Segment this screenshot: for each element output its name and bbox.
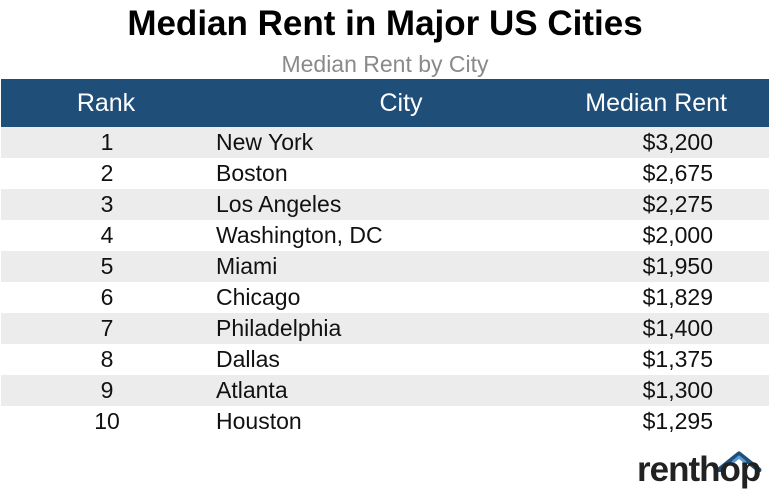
column-header-median-rent: Median Rent: [585, 89, 727, 117]
rank-cell: 1: [100, 129, 114, 155]
table-row: 7 Philadelphia $1,400: [1, 313, 769, 344]
table-row: 2 Boston $2,675: [1, 158, 769, 189]
city-cell: Dallas: [216, 346, 280, 372]
median-rent-cell: $2,275: [642, 191, 713, 217]
chart-title: Median Rent in Major US Cities: [127, 4, 643, 43]
chart-subtitle: Median Rent by City: [281, 51, 489, 77]
table-header: Rank City Median Rent: [1, 79, 769, 127]
rank-cell: 2: [100, 160, 114, 186]
median-rent-cell: $1,950: [642, 253, 713, 279]
city-cell: Atlanta: [216, 377, 288, 403]
rank-cell: 4: [100, 222, 114, 248]
median-rent-cell: $1,300: [642, 377, 713, 403]
city-cell: New York: [216, 129, 314, 155]
city-cell: Washington, DC: [216, 222, 383, 248]
median-rent-cell: $1,400: [642, 315, 713, 341]
median-rent-cell: $1,829: [642, 284, 713, 310]
rank-cell: 10: [94, 408, 120, 434]
table-row: 5 Miami $1,950: [1, 251, 769, 282]
median-rent-cell: $1,375: [642, 346, 713, 372]
table-row: 8 Dallas $1,375: [1, 344, 769, 375]
table-row: 1 New York $3,200: [1, 127, 769, 158]
median-rent-cell: $1,295: [642, 408, 713, 434]
city-cell: Miami: [216, 253, 278, 279]
table-row: 3 Los Angeles $2,275: [1, 189, 769, 220]
table-body: 1 New York $3,200 2 Boston $2,675 3 Los Angeles…: [1, 127, 769, 437]
rank-cell: 6: [100, 284, 114, 310]
rank-cell: 8: [100, 346, 114, 372]
median-rent-cell: $2,675: [642, 160, 713, 186]
logo-wordmark: renthop: [637, 450, 761, 489]
house-roof-icon: [716, 451, 762, 472]
rank-cell: 5: [100, 253, 114, 279]
rank-cell: 3: [100, 191, 114, 217]
column-header-city: City: [379, 89, 423, 117]
city-cell: Houston: [216, 408, 302, 434]
city-cell: Los Angeles: [216, 191, 342, 217]
rank-cell: 7: [100, 315, 114, 341]
table-row: 6 Chicago $1,829: [1, 282, 769, 313]
table-row: 9 Atlanta $1,300: [1, 375, 769, 406]
median-rent-cell: $2,000: [642, 222, 713, 248]
city-cell: Chicago: [216, 284, 301, 310]
rent-table: Rank City Median Rent 1 New York $3,200 2 Bo…: [1, 79, 769, 437]
median-rent-cell: $3,200: [642, 129, 713, 155]
table-row: 4 Washington, DC $2,000: [1, 220, 769, 251]
table-row: 10 Houston $1,295: [1, 406, 769, 437]
column-header-rank: Rank: [76, 89, 136, 117]
rank-cell: 9: [100, 377, 114, 403]
renthop-logo: renthop: [637, 448, 763, 494]
city-cell: Philadelphia: [216, 315, 342, 341]
city-cell: Boston: [216, 160, 288, 186]
